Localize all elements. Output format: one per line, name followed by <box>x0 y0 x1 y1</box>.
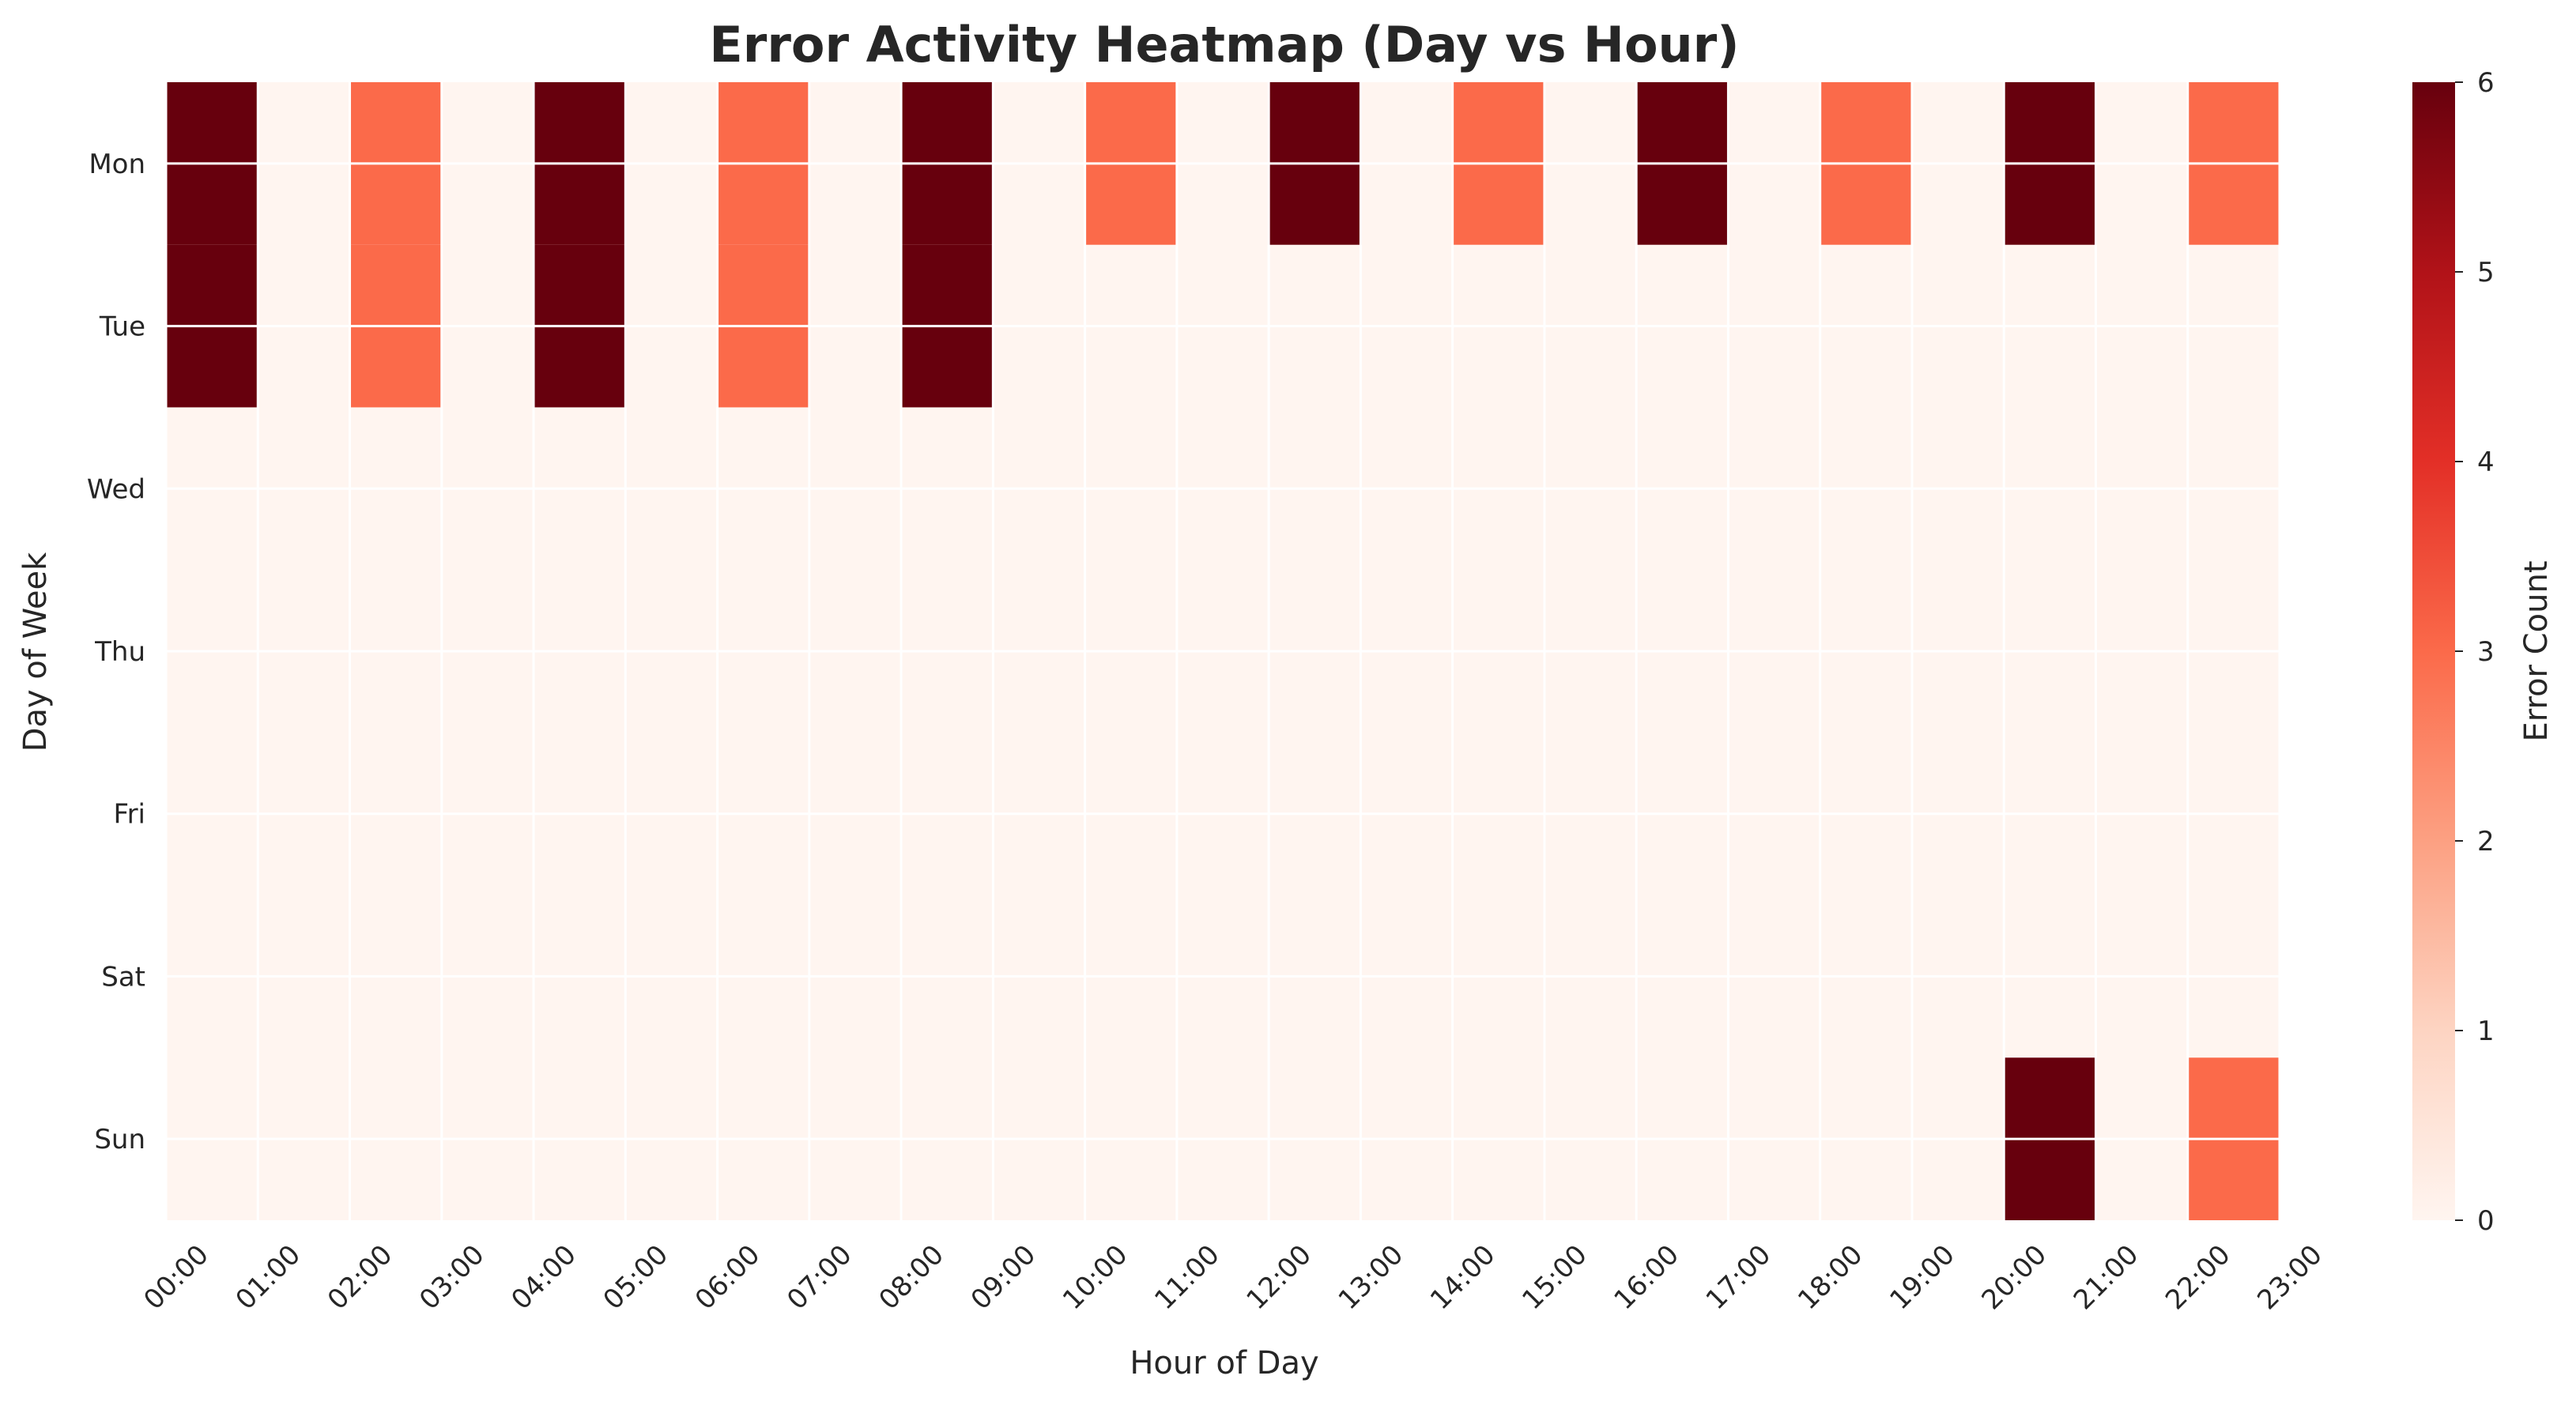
x-tick-labels: 00:00 01:00 02:00 03:00 04:00 05:00 06:00 07:00… <box>138 1239 2329 1317</box>
colorbar-tick-label: 4 <box>2477 447 2495 478</box>
y-tick-label: Wed <box>87 473 145 505</box>
colorbar <box>2412 82 2455 1220</box>
x-tick-label: 09:00 <box>965 1239 1043 1317</box>
x-tick-label: 22:00 <box>2159 1239 2237 1317</box>
colorbar-tick-label: 3 <box>2477 636 2495 668</box>
x-tick-label: 14:00 <box>1424 1239 1502 1317</box>
x-tick-label: 00:00 <box>138 1239 215 1317</box>
x-tick-label: 11:00 <box>1148 1239 1226 1317</box>
x-tick-label: 02:00 <box>322 1239 399 1317</box>
x-tick-label: 03:00 <box>413 1239 491 1317</box>
x-tick-label: 15:00 <box>1516 1239 1593 1317</box>
y-tick-label: Mon <box>89 149 145 180</box>
x-tick-label: 18:00 <box>1792 1239 1869 1317</box>
gridlines <box>164 82 2281 1220</box>
x-tick-label: 07:00 <box>781 1239 858 1317</box>
x-tick-label: 21:00 <box>2068 1239 2145 1317</box>
y-tick-label: Thu <box>94 636 145 668</box>
x-tick-label: 12:00 <box>1240 1239 1318 1317</box>
x-tick-label: 19:00 <box>1884 1239 1961 1317</box>
x-tick-label: 16:00 <box>1609 1239 1686 1317</box>
x-tick-label: 01:00 <box>230 1239 307 1317</box>
y-axis-label: Day of Week <box>17 552 54 752</box>
y-tick-label: Sun <box>94 1124 145 1155</box>
y-tick-label: Sat <box>101 961 145 993</box>
x-tick-label: 17:00 <box>1700 1239 1778 1317</box>
colorbar-tick-label: 6 <box>2477 67 2495 99</box>
x-axis-label: Hour of Day <box>1130 1345 1318 1381</box>
colorbar-tick-label: 5 <box>2477 257 2495 288</box>
x-tick-label: 10:00 <box>1057 1239 1134 1317</box>
colorbar-tick-label: 2 <box>2477 826 2495 857</box>
x-tick-label: 06:00 <box>689 1239 767 1317</box>
colorbar-ticks: 0 1 2 3 4 5 6 <box>2455 67 2495 1237</box>
chart-title: Error Activity Heatmap (Day vs Hour) <box>709 16 1739 73</box>
x-tick-label: 04:00 <box>505 1239 583 1317</box>
y-tick-labels: Mon Tue Wed Thu Fri Sat Sun <box>87 149 145 1155</box>
x-tick-label: 08:00 <box>873 1239 950 1317</box>
colorbar-label: Error Count <box>2518 560 2555 741</box>
y-tick-label: Fri <box>113 799 145 831</box>
colorbar-tick-label: 0 <box>2477 1205 2495 1237</box>
x-tick-label: 13:00 <box>1333 1239 1410 1317</box>
x-tick-label: 20:00 <box>1976 1239 2054 1317</box>
x-tick-label: 05:00 <box>598 1239 675 1317</box>
x-tick-label: 23:00 <box>2251 1239 2329 1317</box>
y-tick-label: Tue <box>99 311 145 343</box>
colorbar-tick-label: 1 <box>2477 1016 2495 1047</box>
